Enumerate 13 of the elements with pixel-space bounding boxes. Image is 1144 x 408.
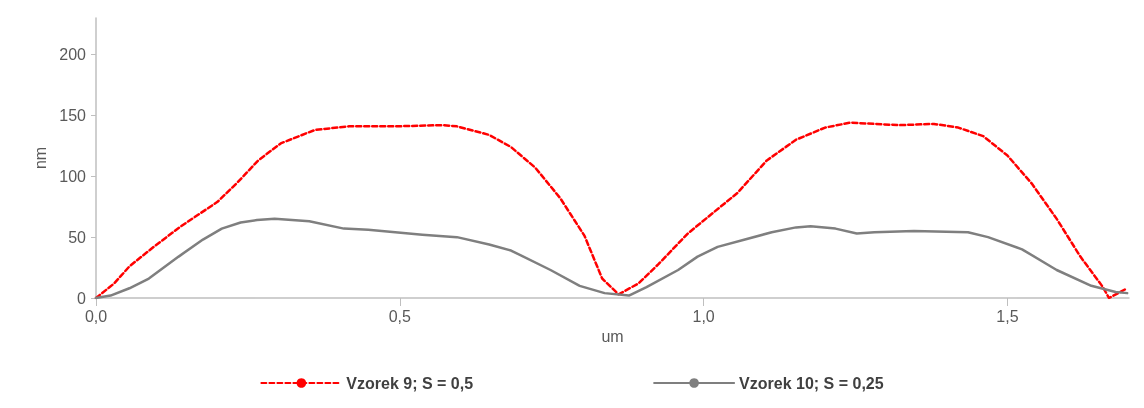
y-tick-label: 150 <box>59 106 87 124</box>
legend-label: Vzorek 9; S = 0,5 <box>346 374 474 392</box>
x-tick-label: 1,0 <box>692 307 715 325</box>
y-axis-title: nm <box>31 146 49 170</box>
x-tick-label: 1,5 <box>996 307 1019 325</box>
x-axis-title: um <box>601 328 624 346</box>
x-tick-label: 0,0 <box>84 307 108 325</box>
y-tick-label: 100 <box>59 167 87 185</box>
y-tick-label: 0 <box>77 289 87 307</box>
y-tick-label: 50 <box>68 228 87 246</box>
legend-label: Vzorek 10; S = 0,25 <box>739 374 884 392</box>
x-tick-label: 0,5 <box>388 307 412 325</box>
y-tick-label: 200 <box>59 46 87 64</box>
